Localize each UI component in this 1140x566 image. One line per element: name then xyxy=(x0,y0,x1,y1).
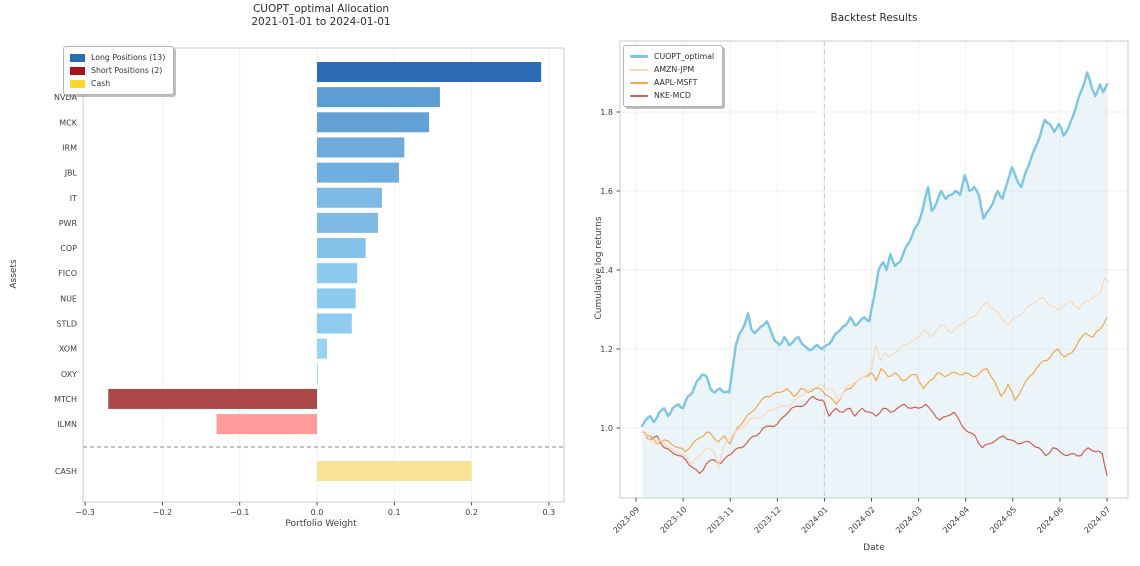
bar-pwr xyxy=(317,212,379,233)
legend-item: AMZN-JPM xyxy=(630,63,714,76)
bar-fico xyxy=(317,263,358,284)
allocation-axes-frame xyxy=(82,47,565,503)
legend-item: AAPL-MSFT xyxy=(630,76,714,89)
x-tick-label: 2023-11 xyxy=(706,505,736,535)
asset-label-fico: FICO xyxy=(58,269,77,278)
x-tick-label: 2023-09 xyxy=(611,505,641,535)
y-tick-label: 1.8 xyxy=(600,108,613,117)
y-tick-label: 1.2 xyxy=(600,345,613,354)
bar-cash xyxy=(317,461,472,481)
asset-label-irm: IRM xyxy=(62,143,77,152)
allocation-chart-subtitle: 2021-01-01 to 2024-01-01 xyxy=(251,16,391,28)
bar-oxy xyxy=(317,363,318,384)
bar-nvda xyxy=(317,87,440,108)
legend-line-swatch xyxy=(630,81,648,84)
y-tick-label: 1.4 xyxy=(600,266,613,275)
legend-label: CUOPT_optimal xyxy=(654,52,715,61)
legend-swatch xyxy=(70,79,85,88)
legend-label: Short Positions (2) xyxy=(91,66,163,75)
bar-mtch xyxy=(108,388,317,409)
legend-label: Long Positions (13) xyxy=(91,53,166,62)
x-tick-label: 2024-07 xyxy=(1082,505,1112,535)
legend-swatch xyxy=(70,66,85,75)
allocation-legend: Long Positions (13) Short Positions (2) Ca… xyxy=(63,46,175,95)
asset-label-it: IT xyxy=(70,194,77,203)
backtest-axes-frame xyxy=(619,40,1129,499)
asset-label-nue: NUE xyxy=(60,294,77,303)
x-tick-label: 2024-05 xyxy=(988,505,1018,535)
legend-item: Long Positions (13) xyxy=(70,51,165,64)
bar-irm xyxy=(317,137,405,158)
bar-nue xyxy=(317,288,356,309)
bar-xom xyxy=(317,338,328,359)
asset-label-cop: COP xyxy=(60,244,77,253)
x-tick-label: 2024-04 xyxy=(941,505,971,535)
asset-label-xom: XOM xyxy=(59,345,77,354)
asset-label-ilmn: ILMN xyxy=(57,420,77,429)
legend-item: Short Positions (2) xyxy=(70,64,165,77)
x-tick-label: 2023-12 xyxy=(753,505,783,535)
x-tick-label: 2023-10 xyxy=(659,505,689,535)
asset-label-mck: MCK xyxy=(59,118,77,127)
series-line-amzn-jpm xyxy=(641,277,1110,469)
x-tick-label: 2024-06 xyxy=(1035,505,1065,535)
asset-label-mtch: MTCH xyxy=(54,395,77,404)
bar-ilmn xyxy=(216,414,317,435)
backtest-legend: CUOPT_optimal AMZN-JPM AAPL-MSFT NKE-MCD xyxy=(623,45,724,107)
asset-label-nvda: NVDA xyxy=(54,93,77,102)
x-tick-label: 0.2 xyxy=(465,508,478,517)
asset-label-pwr: PWR xyxy=(59,219,78,228)
legend-label: AMZN-JPM xyxy=(654,65,695,74)
bar-stld xyxy=(317,313,352,334)
y-tick-label: 1.0 xyxy=(600,424,613,433)
bar-mck xyxy=(317,112,430,133)
asset-label-jbl: JBL xyxy=(64,169,78,178)
x-tick-label: −0.3 xyxy=(75,508,94,517)
legend-line-swatch xyxy=(630,68,648,71)
legend-swatch xyxy=(70,53,85,62)
legend-item: CUOPT_optimal xyxy=(630,50,714,63)
bar-lly xyxy=(317,62,542,82)
asset-label-stld: STLD xyxy=(56,320,77,329)
x-tick-label: −0.1 xyxy=(230,508,249,517)
asset-label-oxy: OXY xyxy=(61,370,77,379)
backtest-yaxis-label: Cumulative log returns xyxy=(594,216,604,320)
bar-cop xyxy=(317,238,366,259)
allocation-chart-title: CUOPT_optimal Allocation xyxy=(252,3,390,15)
legend-item: Cash xyxy=(70,77,165,90)
x-tick-label: 0.1 xyxy=(388,508,401,517)
series-line-cuopt_optimal xyxy=(640,71,1109,428)
y-tick-label: 1.6 xyxy=(600,187,613,196)
allocation-xaxis-label: Portfolio Weight xyxy=(285,519,357,529)
x-tick-label: 0.3 xyxy=(543,508,556,517)
legend-label: NKE-MCD xyxy=(654,91,691,100)
bar-jbl xyxy=(317,162,399,183)
x-tick-label: 0.0 xyxy=(311,508,324,517)
bar-it xyxy=(317,187,382,208)
legend-line-swatch xyxy=(630,94,648,97)
legend-line-swatch xyxy=(630,55,648,58)
backtest-xaxis-label: Date xyxy=(863,543,885,553)
legend-item: NKE-MCD xyxy=(630,89,714,102)
x-tick-label: 2024-03 xyxy=(894,505,924,535)
series-line-aapl-msft xyxy=(641,316,1108,453)
asset-label-cash: CASH xyxy=(55,467,77,476)
allocation-yaxis-label: Assets xyxy=(9,259,19,289)
x-tick-label: 2024-02 xyxy=(847,505,877,535)
legend-label: Cash xyxy=(91,79,111,88)
backtest-chart-title: Backtest Results xyxy=(830,12,918,24)
cuopt-area-fill xyxy=(642,72,1107,498)
x-tick-label: 2024-01 xyxy=(800,505,830,535)
x-tick-label: −0.2 xyxy=(153,508,172,517)
legend-label: AAPL-MSFT xyxy=(654,78,698,87)
